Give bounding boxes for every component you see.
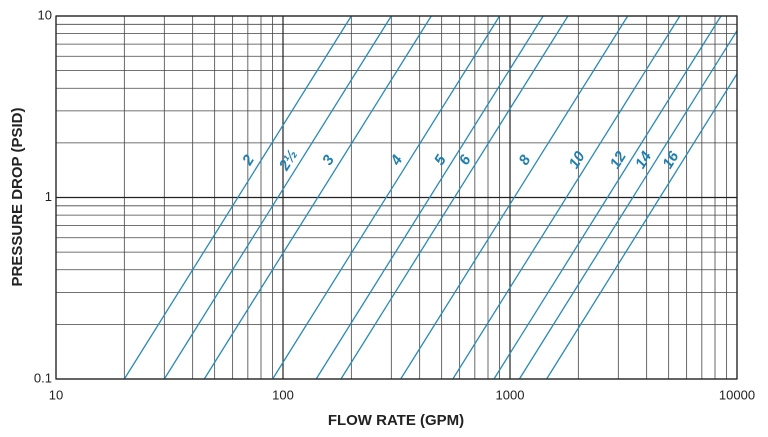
line-label: 5	[431, 152, 450, 169]
line-label: 12	[607, 148, 631, 172]
pipe-line	[493, 15, 722, 380]
pipe-line	[123, 15, 352, 380]
line-label: 16	[659, 148, 683, 172]
line-label: 10	[565, 148, 589, 172]
x-tick-label: 10	[49, 387, 63, 402]
x-tick-label: 10000	[719, 387, 755, 402]
pipe-line	[340, 15, 569, 380]
y-tick-label: 1	[45, 189, 52, 204]
y-axis-title: PRESSURE DROP (PSID)	[9, 108, 26, 287]
x-tick-label: 1000	[496, 387, 525, 402]
pipe-line	[163, 15, 392, 380]
y-tick-label: 10	[38, 7, 52, 22]
pipe-line	[203, 15, 432, 380]
pipe-line	[452, 15, 681, 380]
y-tick-label: 0.1	[34, 370, 52, 385]
line-label: 4	[387, 152, 407, 169]
line-label: 2½	[275, 147, 301, 175]
line-label: 6	[456, 152, 475, 169]
line-label: 3	[319, 152, 338, 169]
pipe-line	[546, 73, 738, 380]
line-label: 2	[239, 152, 259, 169]
pipe-line	[400, 15, 629, 380]
pipe-line	[315, 15, 544, 380]
pipe-line	[518, 30, 738, 380]
pipe-line	[272, 15, 501, 380]
plot-frame	[55, 15, 738, 380]
line-label: 8	[516, 152, 535, 169]
x-tick-label: 100	[272, 387, 294, 402]
x-axis-title: FLOW RATE (GPM)	[328, 412, 464, 429]
